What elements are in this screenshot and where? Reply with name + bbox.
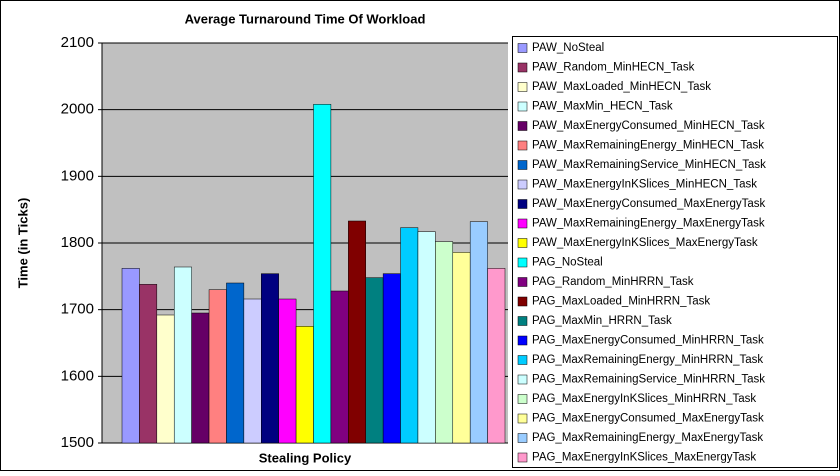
legend-swatch (517, 140, 528, 151)
legend-swatch (517, 199, 528, 209)
bar (487, 268, 506, 444)
legend-swatch (517, 82, 528, 92)
legend-label: PAG_MaxLoaded_MinHRRN_Task (532, 296, 710, 308)
legend-label: PAW_Random_MinHECN_Task (532, 62, 695, 74)
legend-swatch (517, 335, 528, 346)
legend-swatch (517, 374, 528, 385)
legend-label: PAG_MaxRemainingEnergy_MinHRRN_Task (532, 354, 763, 366)
bar (278, 298, 297, 444)
legend-swatch (517, 296, 528, 307)
legend-label: PAW_MaxRemainingEnergy_MaxEnergyTask (532, 218, 765, 230)
legend-swatch (517, 257, 528, 268)
y-tick-label: 1500 (61, 434, 94, 451)
legend-label: PAG_Random_MinHRRN_Task (532, 276, 694, 288)
bar (330, 290, 349, 444)
y-tick-label: 1600 (61, 367, 94, 384)
bar (365, 277, 384, 444)
y-tick-label: 1900 (61, 167, 94, 184)
legend-swatch (517, 355, 528, 365)
bar (348, 220, 366, 444)
legend-label: PAW_MaxEnergyConsumed_MaxEnergyTask (532, 198, 766, 210)
bar (226, 282, 245, 444)
legend-swatch (517, 452, 528, 463)
legend-label: PAG_MaxEnergyInKSlices_MinHRRN_Task (532, 393, 756, 405)
legend-label: PAG_MaxMin_HRRN_Task (532, 315, 672, 327)
legend-swatch (517, 62, 528, 73)
y-tick-label: 2000 (61, 101, 94, 118)
bar (400, 227, 419, 444)
legend-label: PAG_NoSteal (532, 257, 603, 269)
bar (139, 284, 158, 444)
legend-swatch (517, 121, 528, 131)
legend-swatch (517, 238, 528, 248)
legend-swatch (517, 413, 528, 424)
bar (295, 326, 314, 444)
bar (156, 314, 175, 444)
bar (435, 241, 454, 444)
bar (243, 298, 262, 444)
y-tick-label: 1800 (61, 234, 94, 251)
legend-swatch (517, 394, 528, 404)
legend-label: PAG_MaxEnergyConsumed_MinHRRN_Task (532, 335, 764, 347)
chart-title: Average Turnaround Time Of Workload (185, 11, 426, 26)
legend (512, 36, 838, 468)
legend-label: PAW_MaxEnergyInKSlices_MaxEnergyTask (532, 237, 758, 249)
legend-label: PAW_MaxEnergyInKSlices_MinHECN_Task (532, 179, 757, 191)
x-axis-label: Stealing Policy (259, 450, 352, 465)
bar (208, 289, 227, 444)
legend-label: PAG_MaxEnergyConsumed_MaxEnergyTask (532, 413, 764, 425)
legend-swatch (517, 316, 528, 326)
bar (417, 231, 436, 444)
legend-label: PAG_MaxEnergyInKSlices_MaxEnergyTask (532, 452, 756, 464)
legend-label: PAW_MaxEnergyConsumed_MinHECN_Task (532, 120, 765, 132)
bar (261, 273, 279, 444)
y-axis-label: Time (in Ticks) (15, 198, 30, 289)
bar (313, 104, 332, 444)
legend-label: PAW_NoSteal (532, 42, 604, 54)
bar (452, 252, 471, 444)
legend-swatch (517, 179, 528, 190)
legend-swatch (517, 43, 528, 53)
legend-label: PAG_MaxRemainingService_MinHRRN_Task (532, 374, 765, 386)
legend-swatch (517, 433, 528, 443)
legend-swatch (517, 101, 528, 112)
bar (121, 268, 140, 444)
legend-label: PAW_MaxRemainingEnergy_MinHECN_Task (532, 140, 764, 152)
y-tick-label: 1700 (61, 301, 94, 318)
bar (382, 273, 401, 444)
legend-swatch (517, 277, 528, 287)
y-tick-label: 2100 (61, 34, 94, 51)
bar (469, 221, 488, 444)
legend-label: PAW_MaxMin_HECN_Task (532, 101, 673, 113)
legend-swatch (517, 218, 528, 229)
bar (173, 266, 192, 444)
legend-label: PAW_MaxLoaded_MinHECN_Task (532, 81, 711, 93)
bar (191, 312, 210, 444)
legend-label: PAW_MaxRemainingService_MinHECN_Task (532, 159, 766, 171)
legend-swatch (517, 160, 528, 170)
legend-label: PAG_MaxRemainingEnergy_MaxEnergyTask (532, 432, 763, 444)
